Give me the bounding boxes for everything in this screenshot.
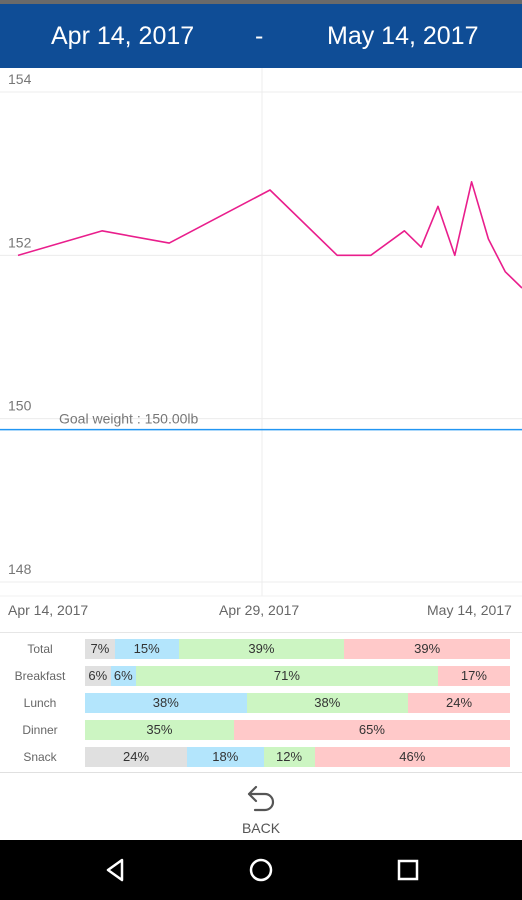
macro-segment: 7% bbox=[85, 639, 115, 659]
macro-bar: 24% 18% 12% 46% bbox=[85, 747, 510, 767]
y-tick-label: 148 bbox=[8, 561, 32, 577]
macro-segment: 39% bbox=[344, 639, 510, 659]
macro-breakdown: Total 7% 15% 39% 39% Breakfast 6% 6% 71% 17% Lunch… bbox=[0, 632, 522, 773]
y-tick-label: 150 bbox=[8, 398, 32, 414]
macro-row-label: Dinner bbox=[22, 723, 58, 737]
undo-arrow-icon bbox=[247, 785, 275, 812]
macro-row: Snack 24% 18% 12% 46% bbox=[0, 747, 522, 767]
start-date[interactable]: Apr 14, 2017 bbox=[51, 22, 195, 50]
back-bar: BACK bbox=[0, 772, 522, 841]
weight-series-line bbox=[17, 181, 522, 289]
macro-row-label: Total bbox=[27, 642, 53, 656]
macro-segment: 38% bbox=[85, 693, 247, 713]
macro-bar: 6% 6% 71% 17% bbox=[85, 666, 510, 686]
back-button[interactable]: BACK bbox=[221, 777, 301, 837]
macro-row-label: Snack bbox=[23, 750, 57, 764]
weight-chart-svg: 154 152 150 148 Goal weight : 150.00lb Apr 14… bbox=[0, 68, 522, 618]
macro-bar: 7% 15% 39% 39% bbox=[85, 639, 510, 659]
macro-segment: 24% bbox=[408, 693, 510, 713]
macro-segment: 18% bbox=[187, 747, 264, 767]
macro-row: Lunch 38% 38% 24% bbox=[0, 693, 522, 713]
recents-square-icon[interactable] bbox=[393, 855, 423, 885]
macro-segment: 35% bbox=[85, 720, 234, 740]
home-circle-icon[interactable] bbox=[246, 855, 276, 885]
y-tick-label: 152 bbox=[8, 234, 32, 250]
weight-chart: 154 152 150 148 Goal weight : 150.00lb Apr 14… bbox=[0, 68, 522, 630]
macro-segment: 17% bbox=[437, 666, 510, 686]
x-tick-label: Apr 29, 2017 bbox=[219, 602, 299, 618]
x-tick-label: Apr 14, 2017 bbox=[8, 602, 88, 618]
macro-segment: 24% bbox=[85, 747, 187, 767]
macro-segment: 71% bbox=[136, 666, 438, 686]
macro-row: Breakfast 6% 6% 71% 17% bbox=[0, 666, 522, 686]
back-triangle-icon[interactable] bbox=[100, 855, 130, 885]
macro-segment: 38% bbox=[246, 693, 408, 713]
date-separator: - bbox=[255, 22, 264, 50]
macro-row-label: Lunch bbox=[23, 696, 57, 710]
macro-row: Dinner 35% 65% bbox=[0, 720, 522, 740]
end-date[interactable]: May 14, 2017 bbox=[327, 22, 479, 50]
android-nav-bar bbox=[0, 840, 522, 900]
macro-segment: 6% bbox=[85, 666, 111, 686]
macro-row: Total 7% 15% 39% 39% bbox=[0, 639, 522, 659]
macro-segment: 46% bbox=[314, 747, 510, 767]
goal-label: Goal weight : 150.00lb bbox=[59, 411, 199, 427]
back-label: BACK bbox=[241, 820, 281, 836]
macro-bar: 38% 38% 24% bbox=[85, 693, 510, 713]
macro-segment: 12% bbox=[263, 747, 315, 767]
macro-bar: 35% 65% bbox=[85, 720, 510, 740]
macro-segment: 15% bbox=[114, 639, 179, 659]
macro-segment: 65% bbox=[233, 720, 510, 740]
date-range-header: Apr 14, 2017 - May 14, 2017 bbox=[0, 4, 522, 68]
x-tick-label: May 14, 2017 bbox=[427, 602, 512, 618]
macro-segment: 6% bbox=[110, 666, 136, 686]
status-bar bbox=[0, 0, 522, 4]
macro-segment: 39% bbox=[178, 639, 345, 659]
y-tick-label: 154 bbox=[8, 71, 32, 87]
macro-row-label: Breakfast bbox=[14, 669, 66, 683]
